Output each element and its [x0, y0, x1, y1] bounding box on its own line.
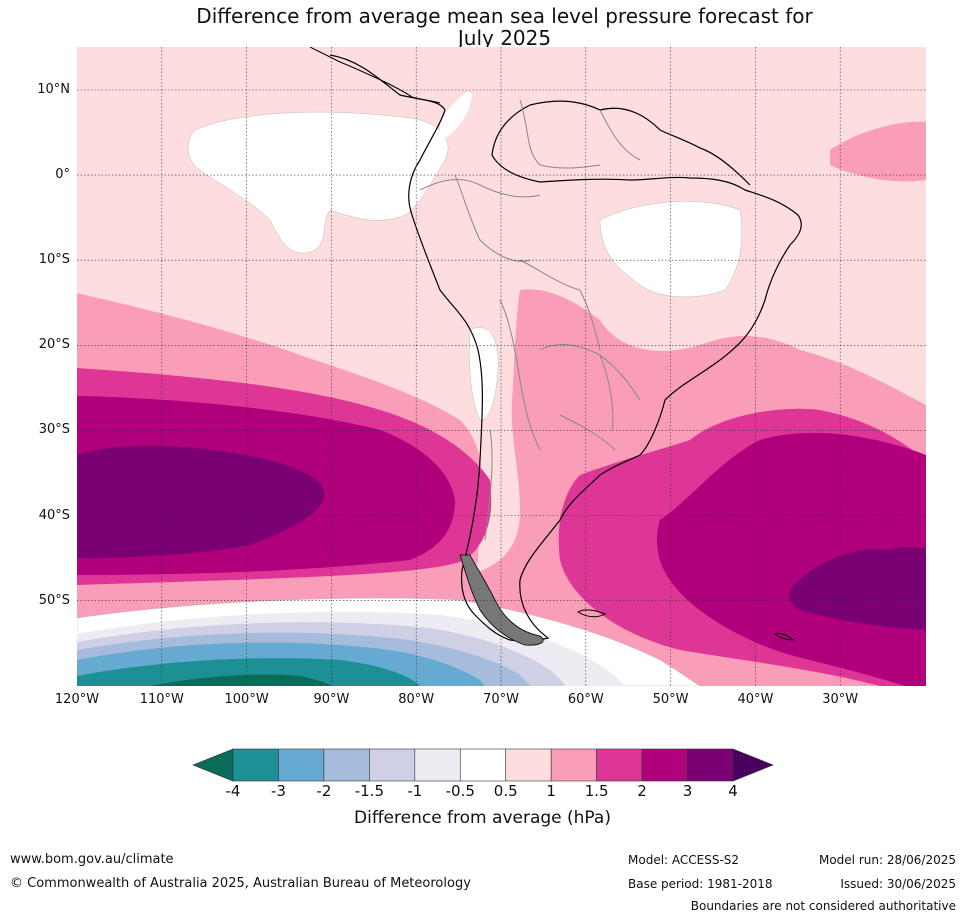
south-america-coastline — [329, 54, 802, 642]
latitude-label: 20°S — [38, 337, 70, 353]
latitude-label: 30°S — [38, 422, 70, 438]
colorbar-segment — [459, 748, 507, 782]
band-minus-4-to-minus-3 — [150, 674, 330, 686]
graticule — [77, 47, 926, 686]
longitude-label: 110°W — [139, 692, 184, 707]
south-georgia — [773, 633, 795, 641]
latitude-label: 50°S — [38, 592, 70, 608]
latitude-label: 40°S — [38, 507, 70, 523]
colorbar-segment — [414, 748, 461, 782]
colorbar-segment — [596, 748, 643, 782]
colorbar-segment — [687, 748, 734, 782]
footer-disclaimer: Boundaries are not considered authoritat… — [690, 899, 956, 913]
colorbar-tick-label: 4 — [728, 782, 738, 800]
colorbar-tick-label: -2 — [316, 782, 332, 800]
footer-website: www.bom.gov.au/climate — [10, 852, 174, 867]
colorbar-arrow-high — [732, 748, 774, 782]
colorbar-segment — [641, 748, 688, 782]
band-1.5-to-2-east — [830, 121, 926, 182]
band-0.5-to-1-pacific — [187, 111, 449, 254]
colorbar-label: Difference from average (hPa) — [354, 808, 611, 828]
band-0.5-to-1-chile — [469, 327, 499, 421]
latitude-label: 10°N — [37, 82, 70, 97]
colorbar-tick-label: -3 — [270, 782, 286, 800]
latitude-label: 10°S — [38, 252, 70, 268]
colorbar-segment — [550, 748, 597, 782]
latitude-label: 0° — [55, 167, 70, 183]
map-title-line-1: Difference from average mean sea level p… — [196, 4, 813, 28]
map-title-line-2: July 2025 — [457, 26, 552, 50]
falkland-islands — [577, 609, 607, 618]
band-above-4-pacific — [77, 445, 325, 558]
colorbar-tick-label: -1 — [407, 782, 423, 800]
longitude-label: 80°W — [398, 692, 435, 707]
colorbar-tick-label: 2 — [637, 782, 647, 800]
colorbar-tick-label: 1 — [546, 782, 556, 800]
anomaly-contours — [77, 47, 926, 686]
colorbar-tick-label: -1.5 — [354, 782, 384, 800]
colorbar-tick-label: -0.5 — [445, 782, 475, 800]
longitude-label: 30°W — [822, 692, 859, 707]
footer-copyright: © Commonwealth of Australia 2025, Austra… — [10, 876, 471, 891]
longitude-label: 70°W — [483, 692, 519, 707]
band-0.5-to-1-north — [440, 91, 472, 140]
longitude-label: 50°W — [652, 692, 689, 707]
longitude-label: 60°W — [567, 692, 604, 707]
longitude-label: 90°W — [313, 692, 350, 707]
colorbar-tick-label: -4 — [225, 782, 241, 800]
colorbar-segment — [369, 748, 416, 782]
footer-model-run: Model run: 28/06/2025 — [818, 853, 956, 867]
colorbar-segment — [323, 748, 370, 782]
band-minus-3-to-minus-2 — [77, 658, 420, 686]
colorbar-tick-label: 1.5 — [584, 782, 609, 800]
colorbar-tick-label: 0.5 — [493, 782, 518, 800]
footer-issued: Issued: 30/06/2025 — [840, 877, 956, 891]
colorbar-tick-label: 3 — [682, 782, 693, 800]
longitude-label: 120°W — [54, 692, 100, 707]
footer-model: Model: ACCESS-S2 — [628, 853, 740, 867]
colorbar-segment — [278, 748, 325, 782]
band-0.5-to-1-brazil — [599, 201, 743, 298]
tierra-del-fuego — [459, 554, 544, 646]
colorbar-segment — [505, 748, 552, 782]
band-above-4-atlantic — [789, 547, 926, 630]
colorbar-arrow-low — [192, 748, 234, 782]
longitude-label: 40°W — [737, 692, 774, 707]
longitude-label: 100°W — [224, 692, 269, 707]
footer-base-period: Base period: 1981-2018 — [628, 877, 773, 891]
colorbar-segment — [232, 748, 279, 782]
